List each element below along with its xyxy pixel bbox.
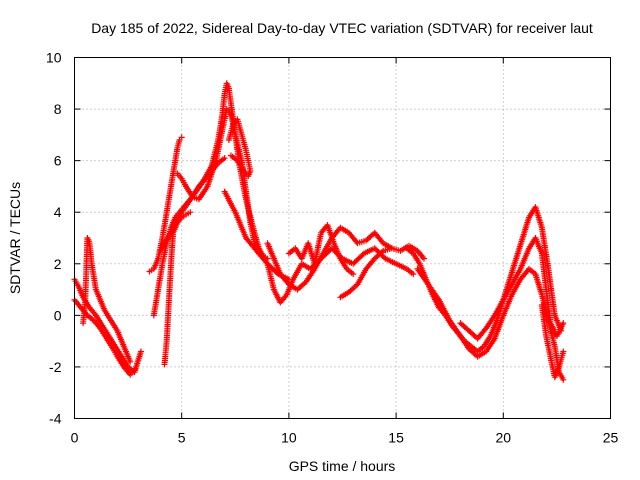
chart-title: Day 185 of 2022, Sidereal Day-to-day VTE… — [91, 20, 593, 36]
series-arc-16 — [457, 235, 567, 342]
data-point-markers — [221, 188, 417, 306]
series-arc-3 — [80, 235, 134, 365]
x-tick-label: 20 — [496, 430, 512, 446]
data-point-markers — [457, 235, 567, 342]
y-tick-label: 4 — [54, 204, 62, 220]
data-point-markers — [146, 134, 185, 275]
x-tick-label: 5 — [178, 430, 186, 446]
data-point-markers — [225, 116, 254, 180]
series-arc-10 — [221, 188, 417, 306]
series-arc-11 — [264, 224, 395, 293]
series-arc-1 — [71, 276, 144, 376]
data-point-markers — [80, 235, 134, 365]
x-tick-label: 25 — [603, 430, 619, 446]
x-tick-label: 10 — [281, 430, 297, 446]
series-arc-9 — [225, 116, 254, 180]
x-axis-label: GPS time / hours — [289, 458, 396, 474]
y-axis-label: SDTVAR / TECUs — [7, 182, 23, 294]
data-point-markers — [538, 302, 567, 381]
data-point-markers — [71, 276, 144, 376]
data-points — [71, 80, 567, 383]
plot-frame — [74, 57, 611, 419]
y-tick-label: 8 — [54, 101, 62, 117]
series-arc-15 — [414, 265, 567, 383]
x-tick-label: 0 — [71, 430, 79, 446]
data-point-markers — [264, 224, 395, 293]
y-tick-label: 10 — [46, 50, 62, 66]
y-tick-label: 6 — [54, 153, 62, 169]
x-tick-label: 15 — [388, 430, 404, 446]
y-tick-label: -4 — [49, 411, 62, 427]
series-arc-17 — [538, 302, 567, 381]
series-arc-6 — [146, 134, 185, 275]
data-point-markers — [414, 265, 567, 383]
data-point-markers — [285, 222, 357, 278]
series-arc-12 — [285, 222, 357, 278]
y-tick-label: 2 — [54, 256, 62, 272]
y-tick-label: -2 — [49, 359, 62, 375]
grid-lines — [74, 57, 611, 419]
y-tick-label: 0 — [54, 307, 62, 323]
